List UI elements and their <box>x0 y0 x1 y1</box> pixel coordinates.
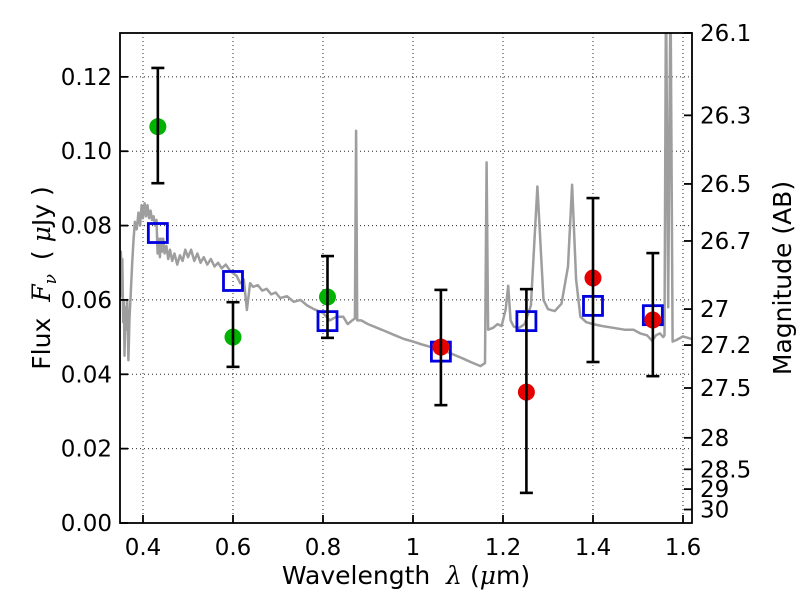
y2-tick-label: 26.3 <box>700 103 751 129</box>
x-tick-label: 1 <box>406 535 421 561</box>
y-tick-label: 0.06 <box>61 288 112 314</box>
y2-tick-label: 27.5 <box>700 376 751 402</box>
x-tick-label: 0.8 <box>305 535 342 561</box>
y2-tick-label: 30 <box>700 498 729 524</box>
gridlines-group <box>120 33 692 523</box>
x-tick-label: 1.2 <box>485 535 522 561</box>
y-tick-label: 0.04 <box>61 362 112 388</box>
y2-tick-label: 27.2 <box>700 333 751 359</box>
y2-tick-label: 26.5 <box>700 172 751 198</box>
y2-tick-label: 29 <box>700 477 729 503</box>
y2-tick-label: 26.7 <box>700 229 751 255</box>
y2-tick-label: 28 <box>700 426 729 452</box>
y-tick-label: 0.08 <box>61 214 112 240</box>
y-tick-label: 0.10 <box>61 139 112 165</box>
circle-markers-group <box>149 118 662 401</box>
y-tick-label: 0.12 <box>61 65 112 91</box>
error-bars-group <box>151 66 660 495</box>
y2-tick-label: 27 <box>700 297 729 323</box>
x-axis-label: Wavelength λ (μm) <box>282 561 530 590</box>
model-spectrum-line <box>120 33 692 368</box>
y-axis-label: Flux Fν ( μJy ) <box>27 186 61 369</box>
blue-square-marker <box>222 270 244 292</box>
x-tick-label: 0.4 <box>125 535 162 561</box>
y2-tick-label: 26.1 <box>700 21 751 47</box>
spectrum-line-group <box>120 33 692 368</box>
y-tick-label: 0.02 <box>61 437 112 463</box>
y2-tick-label: 28.5 <box>700 457 751 483</box>
tick-labels-group: 0.4 0.6 0.8 1 1.2 1.4 1.6 0.00 0.02 0.04 0.06 0.08 0… <box>61 21 751 561</box>
y-tick-label: 0.00 <box>61 511 112 537</box>
x-tick-label: 1.4 <box>575 535 612 561</box>
axes-spine <box>119 32 693 524</box>
axes-group <box>119 31 693 524</box>
axis-labels-group: Magnitude (AB) Wavelength λ (μm) Flux Fν … <box>27 181 797 590</box>
x-tick-label: 0.6 <box>215 535 252 561</box>
x-tick-label: 1.6 <box>665 535 702 561</box>
y2-axis-label: Magnitude (AB) <box>768 181 797 375</box>
blue-square-marker <box>146 222 169 244</box>
